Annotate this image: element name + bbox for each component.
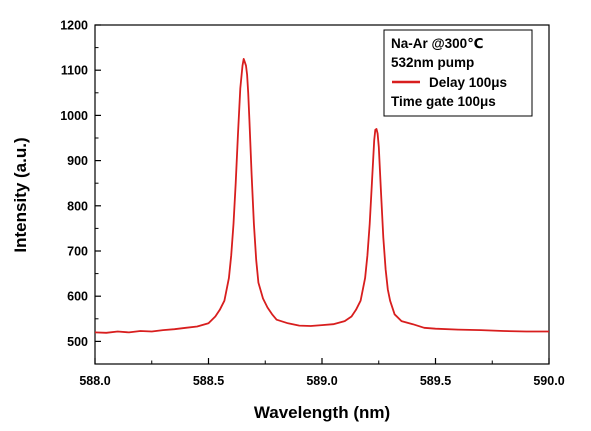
y-tick-label: 500 xyxy=(67,335,88,349)
y-tick-label: 1100 xyxy=(61,64,88,78)
x-axis-tick-labels: 588.0 588.5 589.0 589.5 590.0 xyxy=(79,374,564,388)
x-tick-label: 589.5 xyxy=(420,374,451,388)
x-tick-label: 588.0 xyxy=(79,374,110,388)
legend: Na-Ar @300℃ 532nm pump Delay 100μs Time … xyxy=(383,29,533,117)
y-tick-label: 1200 xyxy=(60,19,88,33)
x-tick-label: 590.0 xyxy=(533,374,564,388)
y-tick-label: 700 xyxy=(67,245,88,259)
y-tick-label: 900 xyxy=(67,154,88,168)
y-tick-label: 1000 xyxy=(60,109,88,123)
series-line xyxy=(94,58,549,334)
x-tick-label: 589.0 xyxy=(306,374,337,388)
y-tick-label: 800 xyxy=(67,199,88,213)
x-tick-label: 588.5 xyxy=(193,374,224,388)
legend-line-1: Na-Ar @300℃ xyxy=(391,36,484,51)
legend-box xyxy=(383,29,533,117)
y-axis-title: Intensity (a.u.) xyxy=(11,137,30,252)
legend-series-label: Delay 100μs xyxy=(429,75,507,90)
x-axis-title: Wavelength (nm) xyxy=(254,403,390,422)
y-axis-tick-labels: 500 600 700 800 900 1000 1100 1200 xyxy=(60,19,88,349)
series-layer xyxy=(94,58,549,334)
legend-line-4: Time gate 100μs xyxy=(391,94,496,109)
x-axis-ticks xyxy=(94,358,550,364)
legend-line-2: 532nm pump xyxy=(391,55,474,70)
y-axis-ticks xyxy=(95,24,101,365)
y-tick-label: 600 xyxy=(67,290,88,304)
